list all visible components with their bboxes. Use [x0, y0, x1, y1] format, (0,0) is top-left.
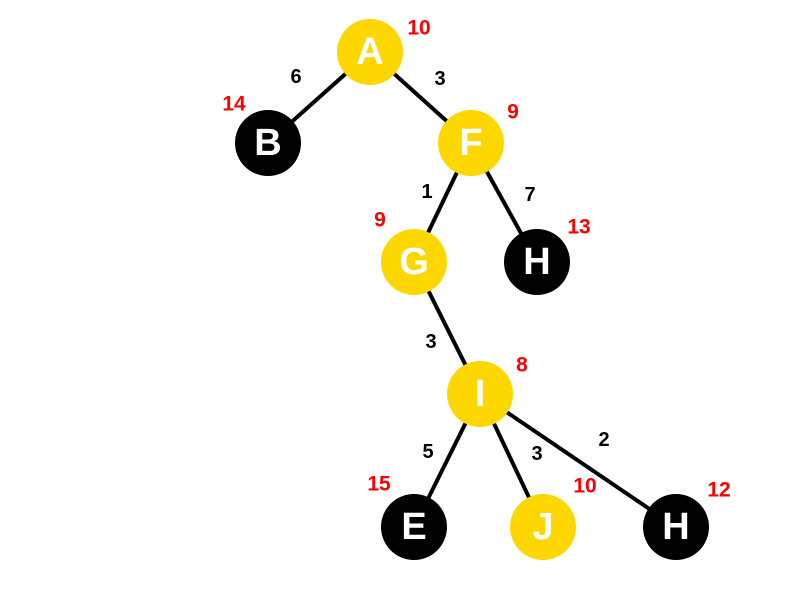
node-b[interactable]: B — [235, 110, 301, 176]
node-f-label: F — [459, 122, 482, 164]
node-j[interactable]: J — [510, 494, 576, 560]
edge-weights: 6 3 1 7 3 5 3 2 — [290, 66, 609, 465]
edge-weight-g-i: 3 — [425, 331, 436, 353]
node-value-h2: 12 — [707, 479, 730, 502]
edge-weight-f-g: 1 — [421, 181, 432, 203]
edge-weight-a-f: 3 — [434, 68, 445, 90]
node-b-circle — [235, 110, 301, 176]
edge-weight-i-h2: 2 — [598, 429, 609, 451]
node-g[interactable]: G — [381, 229, 447, 295]
node-f-circle — [438, 110, 504, 176]
node-value-g: 9 — [374, 209, 386, 232]
node-value-i: 8 — [516, 354, 528, 377]
node-e[interactable]: E — [381, 494, 447, 560]
nodes: A B F G H I E — [235, 19, 709, 560]
edge-weight-f-h1: 7 — [524, 184, 535, 206]
node-a[interactable]: A — [337, 19, 403, 85]
node-i[interactable]: I — [447, 361, 513, 427]
node-a-label: A — [356, 31, 383, 73]
node-j-circle — [510, 494, 576, 560]
node-h1-label: H — [523, 241, 550, 283]
node-h2-label: H — [662, 506, 689, 548]
edge-weight-i-j: 3 — [531, 443, 542, 465]
node-value-j: 10 — [573, 475, 596, 498]
node-h1[interactable]: H — [504, 229, 570, 295]
node-e-label: E — [401, 506, 426, 548]
node-h2[interactable]: H — [643, 494, 709, 560]
node-i-circle — [447, 361, 513, 427]
edge-weight-i-e: 5 — [422, 441, 433, 463]
node-value-h1: 13 — [567, 216, 590, 239]
node-value-b: 14 — [222, 93, 246, 116]
node-g-circle — [381, 229, 447, 295]
node-values: 10 14 9 9 13 8 15 10 12 — [222, 17, 730, 502]
node-i-label: I — [475, 373, 486, 415]
edge-i-h2 — [478, 392, 678, 529]
node-value-f: 9 — [507, 101, 519, 124]
node-value-e: 15 — [367, 473, 391, 496]
node-h2-circle — [643, 494, 709, 560]
node-f[interactable]: F — [438, 110, 504, 176]
node-e-circle — [381, 494, 447, 560]
node-j-label: J — [532, 506, 553, 548]
node-value-a: 10 — [407, 17, 430, 40]
node-b-label: B — [254, 122, 281, 164]
node-h1-circle — [504, 229, 570, 295]
edge-weight-a-b: 6 — [290, 66, 301, 88]
node-a-circle — [337, 19, 403, 85]
node-g-label: G — [399, 241, 429, 283]
